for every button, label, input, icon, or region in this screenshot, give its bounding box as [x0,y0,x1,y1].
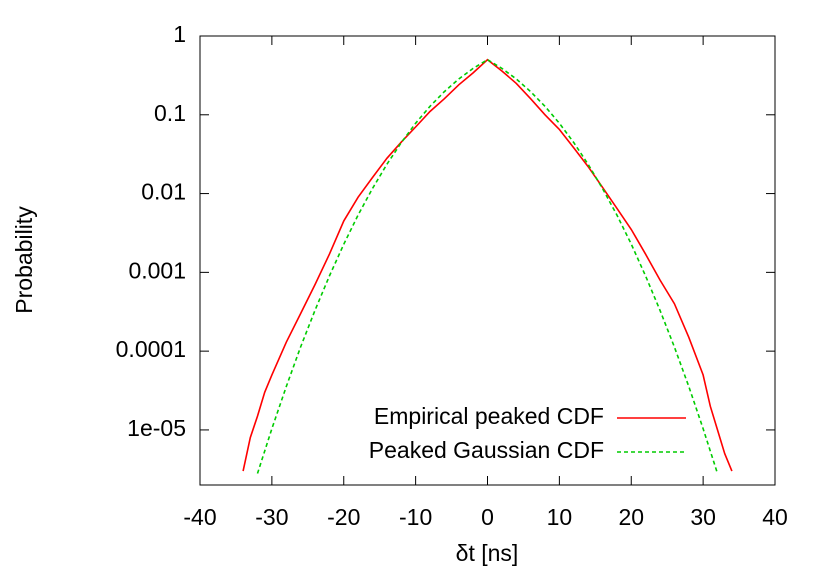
x-tick-label: -40 [183,504,216,530]
y-tick-label: 0.0001 [116,336,186,362]
plot-area [242,58,733,474]
y-tick-label: 0.1 [154,100,186,126]
x-axis-label: δt [ns] [456,540,519,566]
x-tick-label: 10 [547,504,573,530]
y-tick-label: 0.01 [141,179,186,205]
x-tick-label: 30 [690,504,716,530]
x-tick-label: -10 [399,504,432,530]
x-tick-label: -30 [255,504,288,530]
x-tick-label: 40 [762,504,788,530]
series-line [256,58,719,474]
y-tick-label: 0.001 [128,257,186,283]
legend-label: Empirical peaked CDF [374,403,604,429]
x-tick-label: 0 [481,504,494,530]
y-axis-label: Probability [11,206,37,314]
y-tick-label: 1 [173,21,186,47]
x-tick-label: 20 [618,504,644,530]
series-line [242,58,733,472]
x-tick-label: -20 [327,504,360,530]
legend-label: Peaked Gaussian CDF [369,437,604,463]
y-tick-label: 1e-05 [127,415,186,441]
